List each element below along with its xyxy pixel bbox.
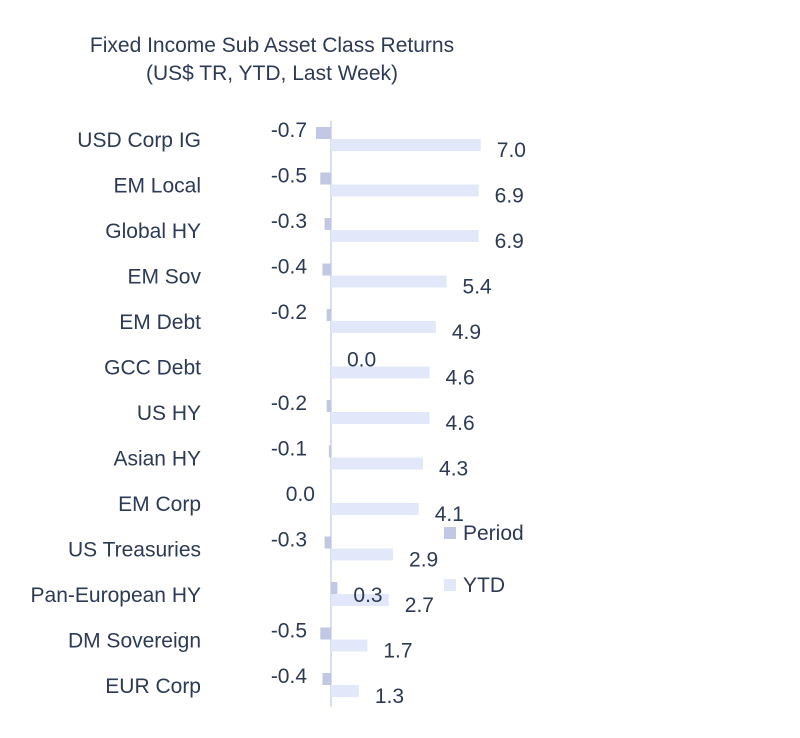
ytd-value-label: 4.3 xyxy=(439,458,468,481)
category-label: US Treasuries xyxy=(68,539,201,562)
period-value-label: -0.4 xyxy=(271,665,308,688)
category-label: GCC Debt xyxy=(104,357,201,380)
ytd-bar xyxy=(331,321,436,333)
period-value-label: 0.3 xyxy=(353,584,382,607)
ytd-value-label: 7.0 xyxy=(497,139,526,162)
period-value-label: -0.2 xyxy=(271,301,307,324)
period-value-label: -0.5 xyxy=(271,165,307,188)
period-bar xyxy=(316,127,331,139)
ytd-value-label: 1.7 xyxy=(383,640,412,663)
period-bar xyxy=(324,218,331,230)
ytd-value-label: 6.9 xyxy=(495,185,524,208)
period-value-label: -0.4 xyxy=(271,256,308,279)
legend-period-swatch xyxy=(444,527,456,539)
period-value-label: -0.3 xyxy=(271,529,307,552)
legend: Period YTD xyxy=(444,522,524,597)
legend-ytd-swatch xyxy=(444,579,456,591)
ytd-value-label: 5.4 xyxy=(463,276,493,299)
category-label: EUR Corp xyxy=(105,675,201,698)
ytd-bar xyxy=(331,230,479,242)
period-value-label: 0.0 xyxy=(347,349,376,372)
ytd-value-label: 4.9 xyxy=(452,321,481,344)
category-label: US HY xyxy=(137,402,201,425)
category-label: EM Corp xyxy=(118,493,201,516)
category-label: EM Debt xyxy=(119,311,201,334)
period-bar xyxy=(326,400,331,412)
period-bar xyxy=(322,263,331,276)
plot-area: USD Corp IG -0.7 7.0 EM Local -0.5 6.9 Global … xyxy=(31,119,526,708)
ytd-value-label: 2.7 xyxy=(405,594,434,617)
chart-subtitle: (US$ TR, YTD, Last Week) xyxy=(146,62,398,85)
period-bar xyxy=(320,627,331,640)
category-label: DM Sovereign xyxy=(68,630,201,653)
ytd-bar xyxy=(331,275,447,288)
ytd-bar xyxy=(331,139,481,151)
category-label: EM Local xyxy=(113,175,201,198)
period-value-label: -0.5 xyxy=(271,620,307,643)
period-value-label: 0.0 xyxy=(286,483,315,506)
period-bar xyxy=(320,172,331,185)
ytd-value-label: 1.3 xyxy=(375,685,404,708)
category-label: Pan-European HY xyxy=(31,584,201,607)
period-bar xyxy=(322,673,331,685)
chart-title: Fixed Income Sub Asset Class Returns xyxy=(90,34,454,57)
ytd-bar xyxy=(331,366,430,379)
period-value-label: -0.3 xyxy=(271,210,307,233)
ytd-bar xyxy=(331,548,394,561)
ytd-value-label: 4.6 xyxy=(445,367,474,390)
category-label: Asian HY xyxy=(113,448,201,471)
period-bar xyxy=(328,445,331,458)
ytd-value-label: 4.6 xyxy=(445,412,474,435)
period-value-label: -0.2 xyxy=(271,392,307,415)
period-value-label: -0.7 xyxy=(271,119,307,142)
ytd-bar xyxy=(331,503,419,515)
legend-period-label: Period xyxy=(463,522,524,545)
ytd-bar xyxy=(331,457,424,470)
period-bar xyxy=(324,536,331,549)
legend-ytd-label: YTD xyxy=(463,574,505,597)
period-bar xyxy=(331,582,338,594)
period-bar xyxy=(326,309,331,321)
category-label: EM Sov xyxy=(127,266,201,289)
ytd-bar xyxy=(331,412,430,424)
ytd-bar xyxy=(331,639,368,652)
category-label: Global HY xyxy=(105,220,201,243)
period-value-label: -0.1 xyxy=(271,438,307,461)
ytd-value-label: 6.9 xyxy=(495,230,524,253)
category-label: USD Corp IG xyxy=(77,129,201,152)
ytd-bar xyxy=(331,685,359,697)
ytd-value-label: 4.1 xyxy=(435,503,464,526)
ytd-value-label: 2.9 xyxy=(409,549,438,572)
ytd-bar xyxy=(331,594,389,606)
ytd-bar xyxy=(331,184,479,197)
